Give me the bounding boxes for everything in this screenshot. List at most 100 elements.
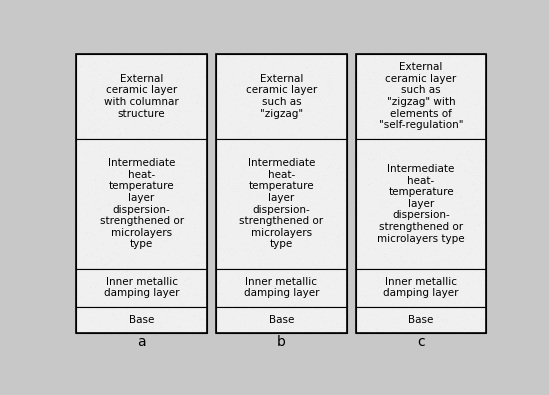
Point <box>173 118 182 124</box>
Point <box>137 211 146 217</box>
Point <box>102 188 110 195</box>
Point <box>172 309 181 316</box>
Point <box>322 235 331 241</box>
Point <box>419 115 428 121</box>
Point <box>278 228 287 235</box>
Point <box>114 70 122 76</box>
Point <box>158 299 167 305</box>
Point <box>108 166 117 173</box>
Point <box>451 110 460 116</box>
Point <box>284 80 293 86</box>
Point <box>257 107 266 113</box>
Point <box>213 242 222 248</box>
Point <box>272 226 281 233</box>
Point <box>329 169 338 175</box>
Point <box>244 79 253 85</box>
Point <box>327 122 335 128</box>
Point <box>399 216 407 222</box>
Point <box>322 317 330 324</box>
Point <box>184 203 193 210</box>
Point <box>142 197 150 203</box>
Point <box>289 168 298 175</box>
Point <box>229 162 238 169</box>
Point <box>455 325 464 331</box>
Point <box>111 63 120 69</box>
Point <box>426 98 435 104</box>
Point <box>287 175 296 181</box>
Point <box>234 173 243 179</box>
Point <box>128 185 137 192</box>
Point <box>478 260 487 266</box>
Point <box>240 154 249 160</box>
Point <box>163 69 172 75</box>
Point <box>252 317 261 324</box>
Point <box>161 295 170 301</box>
Point <box>437 68 446 74</box>
Point <box>475 221 484 227</box>
Point <box>192 163 201 169</box>
Point <box>181 287 189 293</box>
Point <box>399 59 408 65</box>
Point <box>170 137 178 144</box>
Point <box>309 290 317 296</box>
Point <box>411 128 419 135</box>
Point <box>298 325 306 332</box>
Point <box>476 220 485 226</box>
Point <box>262 142 271 148</box>
Point <box>266 240 274 246</box>
Point <box>139 131 148 137</box>
Point <box>75 220 84 227</box>
Point <box>332 320 341 327</box>
Point <box>120 146 128 152</box>
Point <box>447 278 456 285</box>
Point <box>75 283 83 289</box>
Point <box>174 76 183 82</box>
Point <box>382 309 391 316</box>
Point <box>384 256 393 262</box>
Point <box>287 212 296 218</box>
Point <box>450 187 458 193</box>
Point <box>303 114 312 120</box>
Point <box>290 229 299 235</box>
Point <box>397 60 406 67</box>
Point <box>317 224 326 230</box>
Point <box>389 163 398 169</box>
Point <box>430 216 439 222</box>
Point <box>195 316 204 322</box>
Point <box>75 222 84 228</box>
Point <box>410 285 419 292</box>
Point <box>264 167 272 173</box>
Point <box>217 132 226 138</box>
Point <box>368 126 377 132</box>
Point <box>229 119 238 125</box>
Point <box>129 114 138 120</box>
Point <box>297 267 306 273</box>
Point <box>94 277 103 283</box>
Point <box>82 251 91 258</box>
Point <box>361 139 369 146</box>
Point <box>219 107 227 113</box>
Point <box>268 186 277 192</box>
Point <box>79 258 88 265</box>
Point <box>462 88 470 95</box>
Point <box>356 151 365 157</box>
Point <box>455 129 464 135</box>
Point <box>138 233 147 240</box>
Point <box>394 237 403 244</box>
Point <box>169 201 178 207</box>
Point <box>244 181 253 188</box>
Point <box>171 194 180 200</box>
Point <box>103 94 111 101</box>
Point <box>466 107 475 113</box>
Point <box>416 160 425 167</box>
Point <box>269 303 278 309</box>
Point <box>303 92 312 99</box>
Point <box>283 180 292 186</box>
Point <box>111 230 120 236</box>
Point <box>272 200 281 207</box>
Point <box>373 125 382 131</box>
Point <box>199 140 208 147</box>
Point <box>354 214 363 221</box>
Point <box>466 288 474 294</box>
Point <box>267 239 276 246</box>
